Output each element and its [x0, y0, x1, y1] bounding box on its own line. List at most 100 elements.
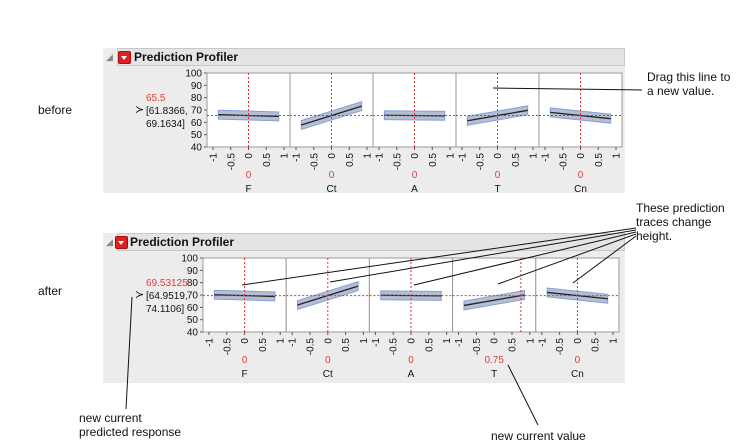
x-tick-label: 0.5 — [345, 153, 356, 167]
y-tick-label: 90 — [187, 266, 199, 277]
red-triangle-menu-icon[interactable] — [115, 236, 128, 249]
factor-current-value[interactable]: 0 — [412, 170, 418, 181]
response-caret-icon: ≻ — [135, 289, 145, 301]
x-tick-label: 1 — [363, 153, 374, 159]
x-tick-label: -0.5 — [309, 153, 320, 171]
prediction-trace — [463, 294, 525, 307]
x-tick-label: 0 — [576, 153, 587, 159]
confidence-interval-low: [64.9519, — [146, 291, 188, 302]
x-tick-label: 1 — [609, 338, 620, 344]
y-tick-label: 60 — [191, 118, 203, 129]
state-label-after: after — [38, 284, 63, 298]
x-tick-label: 1 — [529, 153, 540, 159]
factor-current-value[interactable]: 0 — [495, 170, 501, 181]
x-tick-label: 1 — [442, 338, 453, 344]
x-tick-label: 0 — [490, 338, 501, 344]
factor-name: F — [242, 369, 248, 380]
y-tick-label: 80 — [187, 278, 199, 289]
x-tick-label: 0.5 — [262, 153, 273, 167]
factor-current-value[interactable]: 0.75 — [484, 355, 504, 366]
y-tick-label: 70 — [187, 291, 199, 302]
callout-traces-2: traces change — [636, 215, 712, 229]
factor-name: Ct — [323, 369, 333, 380]
panel-title: Prediction Profiler — [130, 235, 235, 249]
x-tick-label: -1 — [209, 153, 220, 162]
x-tick-label: 0 — [323, 338, 334, 344]
x-tick-label: -1 — [454, 338, 465, 347]
callout-traces-change: These prediction traces change height. — [636, 201, 725, 243]
callout-drag-line-1: Drag this line to — [647, 70, 731, 84]
callout-traces-1: These prediction — [636, 201, 725, 215]
factor-name: F — [245, 184, 251, 195]
predicted-value: 65.5 — [146, 93, 166, 104]
factor-current-value[interactable]: 0 — [246, 170, 252, 181]
factor-name: A — [411, 184, 418, 195]
factor-current-value[interactable]: 0 — [242, 355, 248, 366]
x-tick-label: -1 — [288, 338, 299, 347]
disclosure-triangle-icon[interactable]: ◢ — [106, 237, 113, 247]
x-tick-label: -1 — [371, 338, 382, 347]
callout-predicted-1: new current — [79, 411, 142, 425]
factor-current-value[interactable]: 0 — [578, 170, 584, 181]
x-tick-label: 0.5 — [428, 153, 439, 167]
factor-current-value[interactable]: 0 — [325, 355, 331, 366]
x-tick-label: 0 — [573, 338, 584, 344]
callout-drag-line-2: a new value. — [647, 84, 715, 98]
y-tick-label: 70 — [191, 106, 203, 117]
x-tick-label: 0.5 — [508, 338, 519, 352]
x-tick-label: 0.5 — [511, 153, 522, 167]
x-tick-label: 1 — [359, 338, 370, 344]
factor-name: T — [494, 184, 500, 195]
x-tick-label: -0.5 — [555, 338, 566, 356]
y-tick-label: 40 — [191, 143, 203, 154]
callout-new-value: new current value — [491, 429, 586, 443]
x-tick-label: 1 — [525, 338, 536, 344]
x-tick-label: -1 — [205, 338, 216, 347]
factor-name: Cn — [574, 184, 587, 195]
x-tick-label: 0 — [493, 153, 504, 159]
x-tick-label: 0.5 — [594, 153, 605, 167]
y-tick-label: 50 — [191, 130, 203, 141]
x-tick-label: -0.5 — [389, 338, 400, 356]
x-tick-label: 0 — [327, 153, 338, 159]
x-tick-label: -0.5 — [306, 338, 317, 356]
y-tick-label: 50 — [187, 315, 199, 326]
x-tick-label: -0.5 — [475, 153, 486, 171]
factor-name: Ct — [327, 184, 337, 195]
confidence-interval-high: 69.1634] — [146, 119, 185, 130]
callout-new-predicted: new current predicted response — [79, 411, 181, 439]
x-tick-label: -0.5 — [558, 153, 569, 171]
factor-current-value[interactable]: 0 — [329, 170, 335, 181]
x-tick-label: -1 — [458, 153, 469, 162]
x-tick-label: -1 — [537, 338, 548, 347]
x-tick-label: 1 — [276, 338, 287, 344]
x-tick-label: 0 — [244, 153, 255, 159]
factor-name: Cn — [571, 369, 584, 380]
x-tick-label: 1 — [612, 153, 623, 159]
x-tick-label: 0.5 — [258, 338, 269, 352]
x-tick-label: 0 — [407, 338, 418, 344]
callout-traces-3: height. — [636, 229, 673, 243]
factor-current-value[interactable]: 0 — [575, 355, 581, 366]
callout-predicted-2: predicted response — [79, 425, 182, 439]
x-tick-label: 0 — [410, 153, 421, 159]
x-tick-label: 0 — [240, 338, 251, 344]
confidence-interval-low: [61.8366, — [146, 106, 188, 117]
factor-current-value[interactable]: 0 — [408, 355, 414, 366]
y-tick-label: 40 — [187, 328, 199, 339]
y-tick-label: 90 — [191, 81, 203, 92]
x-tick-label: -1 — [541, 153, 552, 162]
x-tick-label: 0.5 — [341, 338, 352, 352]
predicted-response: 65.5 [61.8366, 69.1634] — [146, 92, 188, 131]
disclosure-triangle-icon[interactable]: ◢ — [106, 52, 113, 62]
predicted-response: 69.53125 [64.9519, 74.1106] — [146, 277, 188, 316]
red-triangle-menu-icon[interactable] — [118, 51, 131, 64]
state-label-before: before — [38, 103, 73, 117]
panel-title: Prediction Profiler — [134, 50, 239, 64]
factor-name: A — [408, 369, 415, 380]
callout-drag-line: Drag this line to a new value. — [647, 70, 730, 98]
y-tick-label: 80 — [191, 93, 203, 104]
confidence-interval-high: 74.1106] — [146, 304, 185, 315]
x-tick-label: -0.5 — [472, 338, 483, 356]
